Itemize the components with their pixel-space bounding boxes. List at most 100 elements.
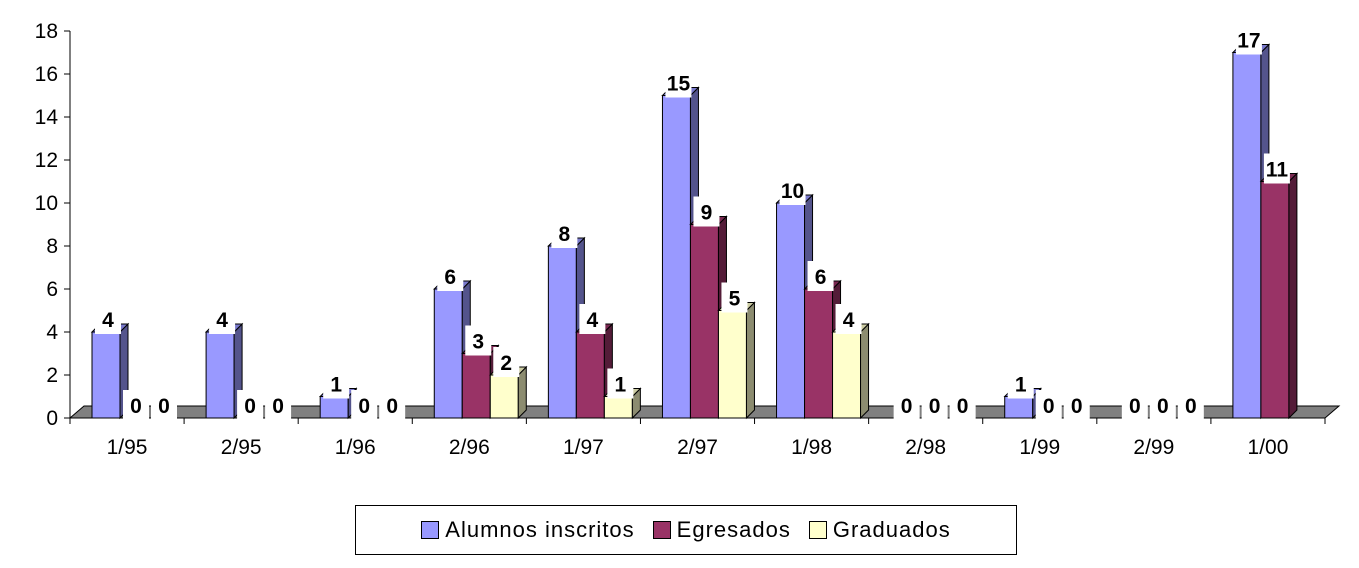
data-label: 4 xyxy=(587,309,599,332)
bar-front xyxy=(1004,396,1034,419)
data-label: 17 xyxy=(1237,30,1260,53)
legend-label-egresados: Egresados xyxy=(676,517,791,542)
bar-front xyxy=(575,331,605,419)
legend-swatch-alumnos-inscritos xyxy=(421,521,440,539)
data-label-box xyxy=(351,390,378,420)
data-label: 0 xyxy=(244,395,256,418)
x-tick-label: 2/98 xyxy=(905,436,946,459)
bar-front xyxy=(205,331,235,419)
data-label: 6 xyxy=(815,266,827,289)
data-label: 0 xyxy=(957,395,969,418)
data-label-box xyxy=(607,368,634,399)
legend-item-egresados: Egresados xyxy=(652,517,791,543)
x-tick-label: 1/00 xyxy=(1248,436,1289,459)
data-label-box xyxy=(551,218,578,248)
data-label: 11 xyxy=(1266,159,1289,182)
bar-egresados-1-00 xyxy=(1259,172,1299,420)
data-label: 0 xyxy=(1043,395,1055,418)
x-tick-label: 2/99 xyxy=(1133,436,1174,459)
data-label-box xyxy=(1263,153,1290,184)
data-label: 0 xyxy=(272,395,284,418)
legend-swatch-egresados xyxy=(652,521,671,539)
data-label: 8 xyxy=(559,223,571,246)
data-label-box xyxy=(1149,390,1176,420)
data-label-box xyxy=(95,304,121,334)
y-tick-label: 14 xyxy=(35,106,59,129)
data-label: 9 xyxy=(701,202,713,225)
data-label: 10 xyxy=(781,180,804,203)
data-label-box xyxy=(665,67,692,98)
data-label: 1 xyxy=(1015,374,1027,397)
bar-front xyxy=(91,331,121,419)
bar-front xyxy=(319,396,349,419)
bar-graduados-2-97 xyxy=(717,301,756,420)
data-label-box xyxy=(1121,390,1148,420)
x-tick-label: 1/98 xyxy=(791,436,832,459)
data-label-box xyxy=(949,390,976,420)
data-label-box xyxy=(579,304,606,334)
bar-front xyxy=(461,353,491,419)
data-label-box xyxy=(237,390,264,420)
y-tick-label: 4 xyxy=(46,321,58,344)
bar-side xyxy=(1288,172,1298,420)
bar-front xyxy=(603,396,633,419)
legend-label-graduados: Graduados xyxy=(832,517,951,542)
bar-alumnos-inscritos-2-95 xyxy=(204,322,244,420)
data-label: 5 xyxy=(729,288,741,311)
y-tick-label: 8 xyxy=(46,235,58,258)
legend-label-alumnos-inscritos: Alumnos inscritos xyxy=(445,517,635,542)
data-label: 3 xyxy=(472,331,484,354)
legend-item-alumnos-inscritos: Alumnos inscritos xyxy=(421,517,634,543)
data-label: 0 xyxy=(1129,395,1141,418)
data-label-box xyxy=(921,390,948,420)
legend: Alumnos inscritos Egresados Graduados xyxy=(355,505,1017,555)
legend-item-graduados: Graduados xyxy=(808,517,951,543)
data-label: 0 xyxy=(130,395,142,418)
data-label-box xyxy=(1235,24,1262,55)
data-label: 0 xyxy=(901,395,913,418)
data-label-box xyxy=(123,390,149,420)
data-label: 0 xyxy=(386,395,398,418)
data-label: 4 xyxy=(216,309,228,332)
x-tick-label: 2/97 xyxy=(677,436,718,459)
x-tick-label: 1/96 xyxy=(335,436,376,459)
data-label-box xyxy=(1035,390,1062,420)
data-label: 1 xyxy=(330,374,342,397)
bar-front xyxy=(717,310,747,419)
bar-front xyxy=(1232,52,1262,419)
y-tick-label: 0 xyxy=(46,407,58,430)
y-tick-label: 2 xyxy=(46,364,58,387)
bar-side xyxy=(517,365,527,420)
data-label-box xyxy=(151,390,177,420)
y-tick-label: 6 xyxy=(46,278,58,301)
bar-front xyxy=(776,202,806,419)
data-label: 15 xyxy=(667,73,691,96)
data-label: 6 xyxy=(444,266,456,289)
data-label: 0 xyxy=(158,395,170,418)
data-label-box xyxy=(721,282,748,313)
bar-graduados-1-98 xyxy=(831,322,870,420)
bar-front xyxy=(433,288,463,419)
data-label-box xyxy=(379,390,406,420)
data-label: 1 xyxy=(615,374,627,397)
data-label-box xyxy=(1007,368,1034,399)
bar-side xyxy=(745,301,755,420)
data-label-box xyxy=(835,304,862,334)
bar-front xyxy=(1260,181,1290,419)
data-label: 2 xyxy=(500,352,512,375)
data-label: 0 xyxy=(1157,395,1169,418)
bar-front xyxy=(832,331,862,419)
data-label-box xyxy=(323,368,350,399)
x-tick-label: 1/97 xyxy=(563,436,604,459)
x-tick-label: 1/99 xyxy=(1019,436,1060,459)
data-label: 0 xyxy=(929,395,941,418)
bars-group xyxy=(90,43,1299,420)
bar-front xyxy=(804,288,834,419)
bar-side xyxy=(860,322,870,420)
bar-front xyxy=(547,245,577,419)
data-label-box xyxy=(265,390,292,420)
data-label-box xyxy=(779,175,806,205)
